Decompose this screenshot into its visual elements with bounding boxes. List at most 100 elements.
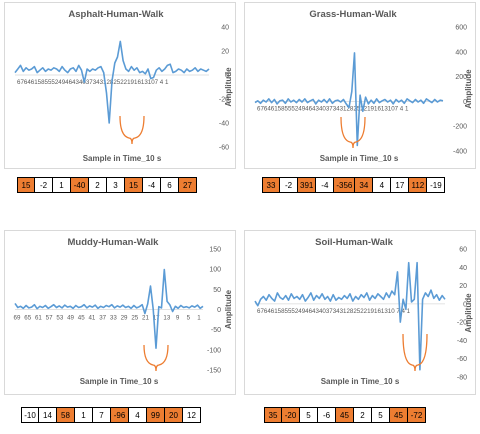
y-tick-label: 0 xyxy=(463,99,467,106)
x-axis-label: Sample in Time_10 s xyxy=(321,377,400,386)
value-cell: 3 xyxy=(107,177,125,193)
y-tick-label: -40 xyxy=(457,338,467,345)
y-tick-label: 0 xyxy=(217,307,221,314)
y-tick-label: 50 xyxy=(213,287,221,294)
x-tick-label: 57 xyxy=(46,315,53,322)
chart-panel-soil: Soil-Human-Walk 60 40 20 0 -20 -40 -60 -80 Amplit… xyxy=(244,230,476,395)
value-cell: -356 xyxy=(334,177,356,193)
chart-svg-soil: Soil-Human-Walk 60 40 20 0 -20 -40 -60 -80 Amplit… xyxy=(254,237,473,386)
x-tick-label: 13 xyxy=(163,315,170,322)
value-cell: 2 xyxy=(354,407,372,423)
x-tick-label: 5 xyxy=(187,315,191,322)
value-cell: 34 xyxy=(355,177,374,193)
y-tick-label: 150 xyxy=(209,247,221,254)
value-cell: 2 xyxy=(89,177,107,193)
value-cell: 58 xyxy=(57,407,75,423)
value-cell: -4 xyxy=(316,177,335,193)
y-tick-label: 100 xyxy=(209,267,221,274)
x-tick-label: 25 xyxy=(131,315,138,322)
x-tick-labels: 6764615855524946434037343128252219161310… xyxy=(257,308,411,315)
value-strip-asphalt: 15 -2 1 -40 2 3 15 -4 6 27 xyxy=(17,177,197,193)
value-cell: 15 xyxy=(17,177,35,193)
x-axis-label: Sample in Time_10 s xyxy=(83,154,162,163)
value-cell: 1 xyxy=(53,177,71,193)
y-tick-label: 40 xyxy=(221,25,229,32)
y-axis-label: Amplitude xyxy=(464,293,473,333)
x-tick-label: 61 xyxy=(35,315,42,322)
value-cell: 391 xyxy=(298,177,317,193)
y-tick-label: -100 xyxy=(207,347,221,354)
y-tick-label: 0 xyxy=(225,73,229,80)
chart-panel-muddy: Muddy-Human-Walk 150 100 50 0 -50 -100 -150 Ampl… xyxy=(4,230,236,395)
y-tick-label: -200 xyxy=(453,124,467,131)
value-cell: 33 xyxy=(262,177,280,193)
y-tick-label: -80 xyxy=(457,375,467,382)
series-line xyxy=(254,261,446,371)
chart-title: Asphalt-Human-Walk xyxy=(68,9,164,20)
value-cell: 6 xyxy=(161,177,179,193)
y-axis-label: Amplitude xyxy=(464,69,473,109)
x-tick-label: 45 xyxy=(78,315,85,322)
y-tick-label: 40 xyxy=(459,265,467,272)
value-cell: 1 xyxy=(75,407,93,423)
y-tick-label: 20 xyxy=(221,49,229,56)
y-tick-label: 400 xyxy=(455,49,467,56)
x-tick-label: 37 xyxy=(99,315,106,322)
y-tick-label: -50 xyxy=(211,327,221,334)
value-cell: -10 xyxy=(21,407,39,423)
y-tick-label: -20 xyxy=(219,97,229,104)
value-cell: 4 xyxy=(373,177,392,193)
value-cell: 20 xyxy=(165,407,183,423)
value-cell: 112 xyxy=(409,177,428,193)
value-cell: 17 xyxy=(391,177,410,193)
highlight-bracket xyxy=(340,116,366,149)
y-tick-label: 200 xyxy=(455,74,467,81)
y-tick-label: -60 xyxy=(219,145,229,152)
value-cell: 12 xyxy=(183,407,201,423)
value-cell: -6 xyxy=(318,407,336,423)
value-cell: 45 xyxy=(390,407,408,423)
y-tick-label: 60 xyxy=(459,247,467,254)
x-axis-label: Sample in Time_10 s xyxy=(320,154,399,163)
value-cell: -2 xyxy=(35,177,53,193)
chart-svg-muddy: Muddy-Human-Walk 150 100 50 0 -50 -100 -150 Ampl… xyxy=(14,237,233,386)
y-tick-label: 0 xyxy=(463,301,467,308)
value-cell: 7 xyxy=(93,407,111,423)
x-tick-label: 1 xyxy=(197,315,201,322)
value-cell: 35 xyxy=(264,407,282,423)
value-strip-soil: 35 -20 5 -6 45 2 5 45 -72 xyxy=(264,407,426,423)
value-cell: -2 xyxy=(280,177,298,193)
x-axis-label: Sample in Time_10 s xyxy=(80,377,159,386)
chart-panel-asphalt: Asphalt-Human-Walk 40 20 0 -20 -40 -60 Amplitud… xyxy=(4,2,236,169)
chart-panel-grass: Grass-Human-Walk 600 400 200 0 -200 -400 Amplit… xyxy=(244,2,476,169)
value-strip-grass: 33 -2 391 -4 -356 34 4 17 112 -19 xyxy=(262,177,446,193)
x-tick-label: 33 xyxy=(110,315,117,322)
value-cell: -19 xyxy=(427,177,446,193)
value-cell: -20 xyxy=(282,407,300,423)
value-cell: -96 xyxy=(111,407,129,423)
value-cell: -4 xyxy=(143,177,161,193)
value-cell: -40 xyxy=(71,177,89,193)
y-tick-label: -60 xyxy=(457,356,467,363)
highlight-bracket xyxy=(402,333,428,372)
series-line xyxy=(14,40,210,124)
x-tick-label: 9 xyxy=(176,315,180,322)
y-tick-label: -40 xyxy=(219,121,229,128)
x-tick-label: 65 xyxy=(24,315,31,322)
series-line xyxy=(14,268,204,349)
value-cell: 5 xyxy=(300,407,318,423)
y-tick-label: -20 xyxy=(457,320,467,327)
x-tick-label: 17 xyxy=(153,315,160,322)
chart-svg-grass: Grass-Human-Walk 600 400 200 0 -200 -400 Amplit… xyxy=(254,9,473,163)
chart-svg-asphalt: Asphalt-Human-Walk 40 20 0 -20 -40 -60 Amplitud… xyxy=(14,9,233,163)
value-cell: -72 xyxy=(408,407,426,423)
value-cell: 4 xyxy=(129,407,147,423)
chart-title: Grass-Human-Walk xyxy=(309,9,397,20)
value-cell: 15 xyxy=(125,177,143,193)
value-cell: 14 xyxy=(39,407,57,423)
value-strip-muddy: -10 14 58 1 7 -96 4 99 20 12 xyxy=(21,407,201,423)
highlight-bracket xyxy=(119,115,145,145)
series-line xyxy=(254,52,444,147)
value-cell: 45 xyxy=(336,407,354,423)
value-cell: 5 xyxy=(372,407,390,423)
